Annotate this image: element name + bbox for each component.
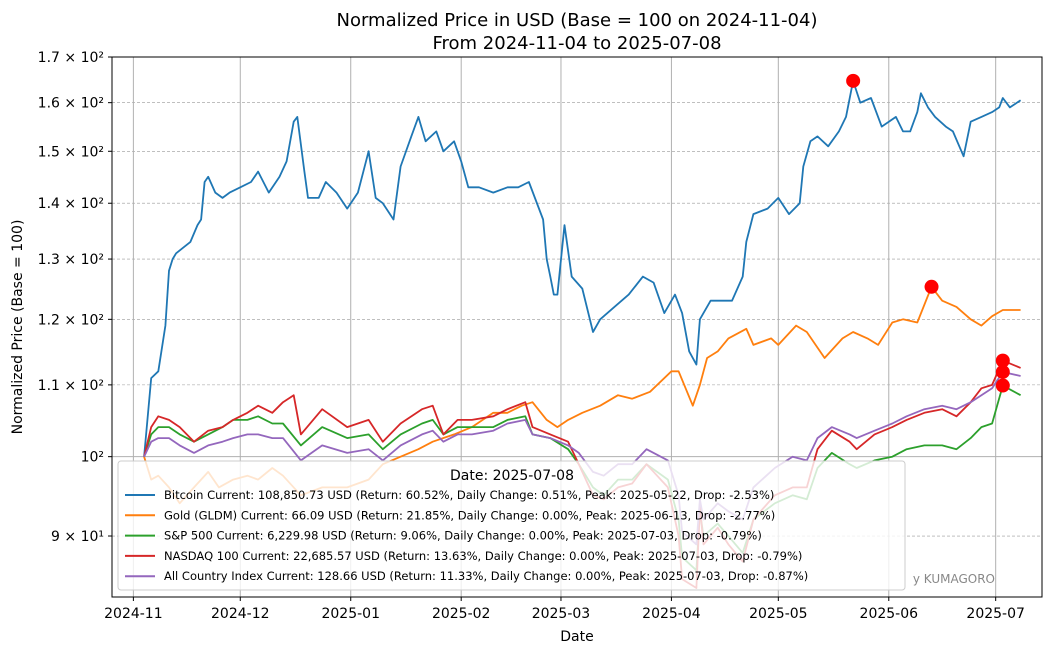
- peak-marker-all-country-index: [995, 364, 1010, 379]
- peak-marker-nasdaq-100: [995, 353, 1010, 368]
- x-tick-label: 2025-06: [860, 606, 919, 622]
- y-axis-label: Normalized Price (Base = 100): [10, 220, 26, 435]
- legend-entries: Bitcoin Current: 108,850.73 USD (Return:…: [125, 488, 808, 583]
- y-tick-label: 1.7 × 10²: [38, 50, 104, 66]
- legend-label: NASDAQ 100 Current: 22,685.57 USD (Retur…: [164, 549, 802, 563]
- legend-label: S&P 500 Current: 6,229.98 USD (Return: 9…: [164, 529, 762, 543]
- watermark: y KUMAGORO: [913, 572, 995, 586]
- x-tick-label: 2025-04: [642, 606, 701, 622]
- y-tick-label: 9 × 10¹: [51, 529, 104, 545]
- plot-frame: [111, 56, 1043, 598]
- x-tick-label: 2025-01: [321, 606, 380, 622]
- legend-title: Date: 2025-07-08: [450, 468, 574, 484]
- x-tick-label: 2024-12: [211, 606, 270, 622]
- x-tick-label: 2024-11: [104, 606, 163, 622]
- y-tick-label: 1.1 × 10²: [38, 378, 104, 394]
- y-tick-label: 1.3 × 10²: [38, 252, 104, 268]
- y-tick-label: 1.6 × 10²: [38, 96, 104, 112]
- y-tick-label: 1.5 × 10²: [38, 144, 104, 160]
- series-line-bitcoin: [143, 80, 1022, 457]
- x-tick-labels: 2024-11 2024-12 2025-01 2025-02 2025-03 2025-…: [104, 597, 1025, 622]
- legend-label: Gold (GLDM) Current: 66.09 USD (Return: …: [164, 508, 775, 522]
- legend-label: All Country Index Current: 128.66 USD (R…: [164, 569, 808, 583]
- peak-marker-bitcoin: [846, 73, 861, 88]
- y-tick-label: 10²: [81, 450, 104, 466]
- x-tick-label: 2025-05: [749, 606, 808, 622]
- legend: Date: 2025-07-08 Bitcoin Current: 108,85…: [117, 460, 906, 591]
- y-tick-label: 1.4 × 10²: [38, 196, 104, 212]
- legend-box: [117, 460, 906, 591]
- chart-subtitle: From 2024-11-04 to 2025-07-08: [432, 33, 721, 54]
- x-tick-label: 2025-03: [532, 606, 591, 622]
- legend-label: Bitcoin Current: 108,850.73 USD (Return:…: [164, 488, 774, 502]
- chart-title: Normalized Price in USD (Base = 100 on 2…: [337, 10, 818, 31]
- y-tick-label: 1.2 × 10²: [38, 312, 104, 328]
- peak-markers: [846, 73, 1010, 393]
- x-tick-label: 2025-07: [966, 606, 1025, 622]
- x-tick-label: 2025-02: [432, 606, 491, 622]
- x-axis-label: Date: [560, 629, 593, 645]
- peak-marker-gold-gldm: [924, 279, 939, 294]
- y-tick-labels: 9 × 10¹ 10² 1.1 × 10² 1.2 × 10² 1.3 × 10² 1.4…: [38, 50, 112, 545]
- peak-marker-s-p-500: [995, 378, 1010, 393]
